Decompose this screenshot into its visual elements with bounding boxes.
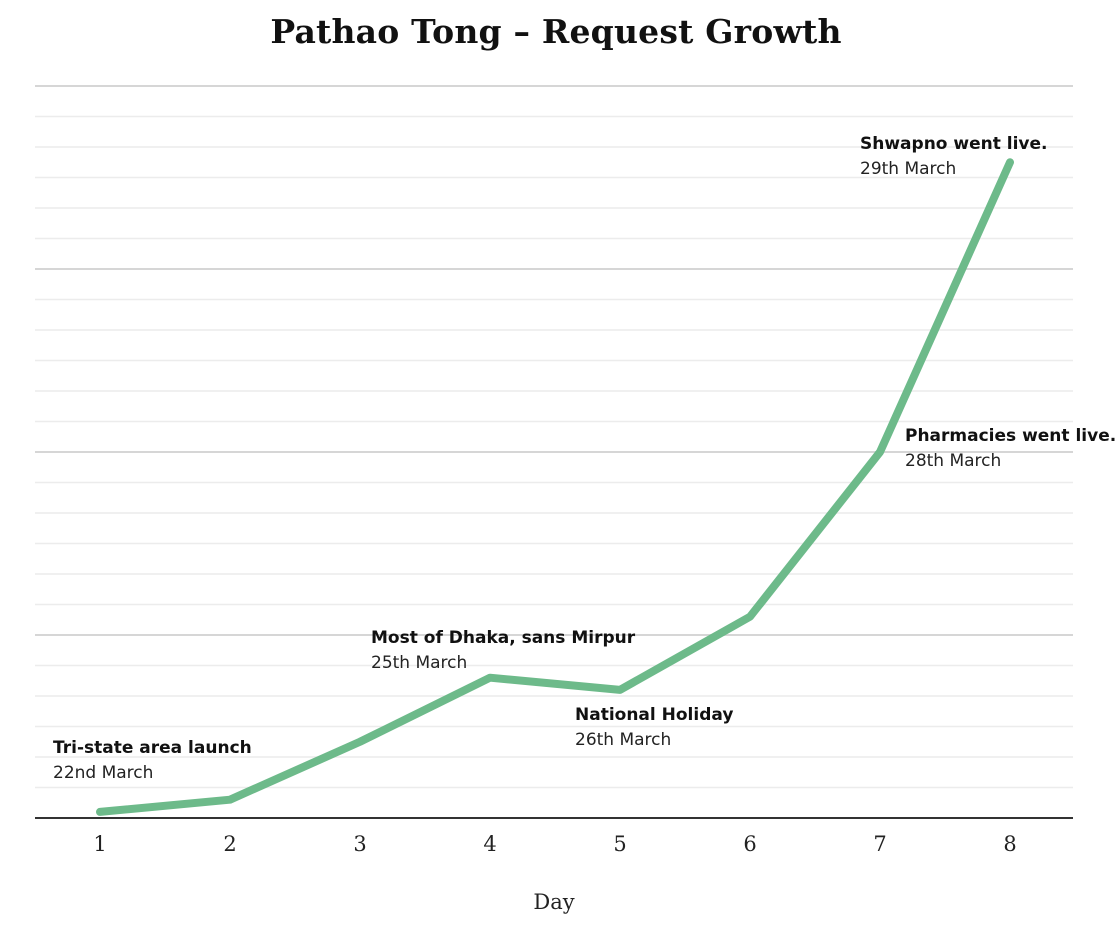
x-tick-label: 1 [93,832,106,856]
x-axis-label: Day [533,890,575,914]
annotation-day-7: Pharmacies went live. 28th March [905,426,1116,471]
annotation-title: Most of Dhaka, sans Mirpur [371,628,636,648]
annotation-date: 29th March [860,159,956,179]
annotation-title: Tri-state area launch [53,738,252,758]
annotation-day-4: Most of Dhaka, sans Mirpur 25th March [371,628,636,673]
x-tick-label: 5 [613,832,626,856]
annotations: Tri-state area launch 22nd March Most of D… [53,134,1116,783]
x-tick-label: 3 [353,832,366,856]
chart-title: Pathao Tong – Request Growth [270,12,842,51]
x-tick-label: 7 [873,832,886,856]
x-tick-label: 8 [1003,832,1016,856]
series-line [96,158,1014,816]
annotation-date: 26th March [575,730,671,750]
x-tick-label: 2 [223,832,236,856]
annotation-date: 22nd March [53,763,153,783]
annotation-title: Shwapno went live. [860,134,1048,154]
annotation-title: National Holiday [575,705,733,725]
annotation-day-8: Shwapno went live. 29th March [860,134,1048,179]
x-tick-labels: 1 2 3 4 5 6 7 8 [93,832,1016,856]
annotation-date: 25th March [371,653,467,673]
x-tick-label: 6 [743,832,756,856]
annotation-date: 28th March [905,451,1001,471]
annotation-title: Pharmacies went live. [905,426,1116,446]
annotation-day-1: Tri-state area launch 22nd March [53,738,252,783]
gridlines [35,85,1073,789]
annotation-day-5: National Holiday 26th March [575,705,733,750]
x-tick-label: 4 [483,832,496,856]
